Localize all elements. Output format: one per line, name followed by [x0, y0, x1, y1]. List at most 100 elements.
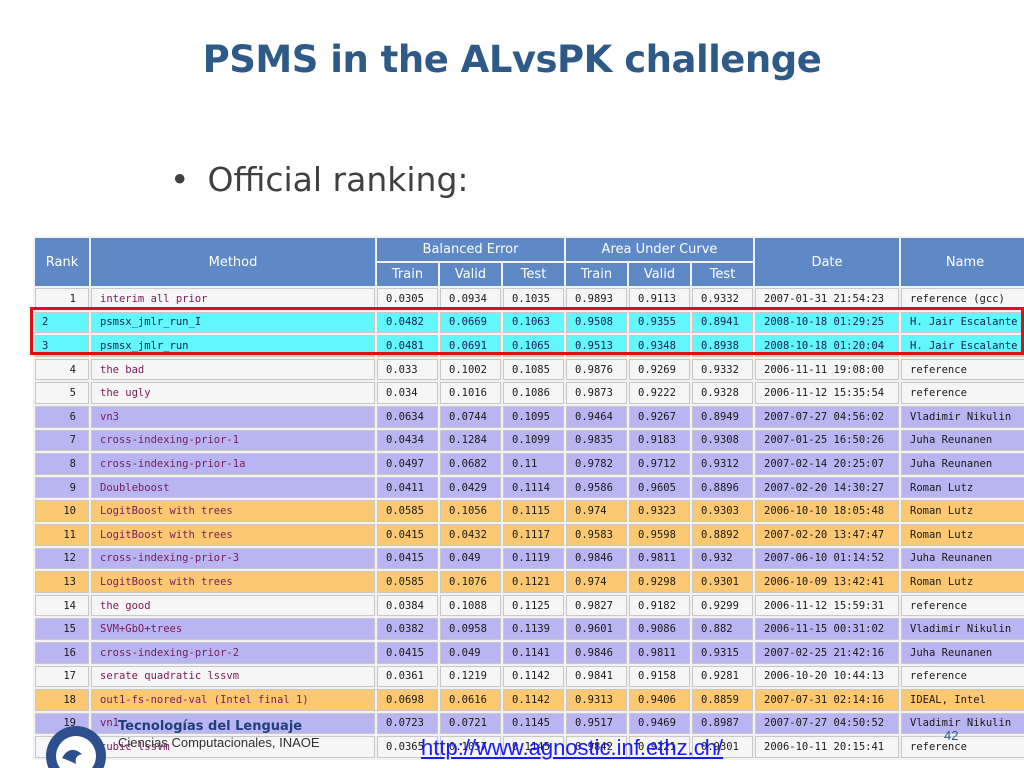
cell-name: Roman Lutz	[901, 500, 1024, 522]
cell-auc-test: 0.9332	[692, 288, 753, 310]
table-row[interactable]: 2 psmsx_jmlr_run_I 0.0482 0.0669 0.1063 0.950…	[35, 311, 1024, 334]
cell-be-test: 0.1117	[503, 523, 564, 546]
cell-date: 2008-10-18 01:29:25	[755, 311, 899, 334]
header-be-test[interactable]: Test	[503, 263, 564, 286]
header-be-valid[interactable]: Valid	[440, 263, 501, 286]
cell-be-train: 0.0382	[377, 618, 438, 640]
cell-rank: 8	[35, 453, 89, 475]
cell-rank: 3	[35, 335, 89, 357]
cell-rank: 9	[35, 476, 89, 499]
cell-method: cubic lssvm	[91, 736, 375, 758]
cell-method: LogitBoost with trees	[91, 523, 375, 546]
cell-be-train: 0.0361	[377, 665, 438, 688]
table-row[interactable]: 7 cross-indexing-prior-1 0.0434 0.1284 0.109…	[35, 429, 1024, 452]
header-method[interactable]: Method	[91, 238, 375, 286]
cell-rank: 16	[35, 641, 89, 664]
cell-auc-test: 0.882	[692, 618, 753, 640]
table-row[interactable]: 9 Doubleboost 0.0411 0.0429 0.1114 0.9586 0.96…	[35, 476, 1024, 499]
cell-date: 2007-07-31 02:14:16	[755, 689, 899, 711]
header-auc-train[interactable]: Train	[566, 263, 627, 286]
cell-auc-train: 0.9517	[566, 712, 627, 735]
cell-date: 2007-02-20 13:47:47	[755, 523, 899, 546]
cell-be-train: 0.0723	[377, 712, 438, 735]
cell-method: SVM+GbO+trees	[91, 618, 375, 640]
cell-auc-train: 0.9841	[566, 665, 627, 688]
agnostic-link[interactable]: http://www.agnostic.inf.ethz.ch/	[421, 735, 724, 760]
cell-auc-valid: 0.9406	[629, 689, 690, 711]
cell-auc-valid: 0.9605	[629, 476, 690, 499]
header-date[interactable]: Date	[755, 238, 899, 286]
cell-date: 2007-02-25 21:42:16	[755, 641, 899, 664]
cell-be-test: 0.1065	[503, 335, 564, 357]
cell-method: psmsx_jmlr_run	[91, 335, 375, 357]
cell-auc-valid: 0.9183	[629, 429, 690, 452]
header-rank[interactable]: Rank	[35, 238, 89, 286]
cell-be-valid: 0.0429	[440, 476, 501, 499]
cell-date: 2007-02-14 20:25:07	[755, 453, 899, 475]
header-area-under-curve: Area Under Curve	[566, 238, 753, 261]
cell-auc-valid: 0.9086	[629, 618, 690, 640]
header-auc-test[interactable]: Test	[692, 263, 753, 286]
cell-auc-test: 0.9301	[692, 571, 753, 593]
cell-auc-train: 0.9876	[566, 358, 627, 381]
table-row[interactable]: 4 the bad 0.033 0.1002 0.1085 0.9876 0.9269 0.9…	[35, 358, 1024, 381]
cell-be-test: 0.1145	[503, 712, 564, 735]
table-row[interactable]: 6 vn3 0.0634 0.0744 0.1095 0.9464 0.9267 0.8949…	[35, 405, 1024, 428]
cell-be-train: 0.0698	[377, 689, 438, 711]
cell-date: 2007-07-27 04:50:52	[755, 712, 899, 735]
table-row[interactable]: 5 the ugly 0.034 0.1016 0.1086 0.9873 0.9222 0.…	[35, 382, 1024, 404]
cell-be-train: 0.0481	[377, 335, 438, 357]
cell-method: cross-indexing-prior-1	[91, 429, 375, 452]
cell-be-train: 0.0482	[377, 311, 438, 334]
table-row[interactable]: 8 cross-indexing-prior-1a 0.0497 0.0682 0.11…	[35, 453, 1024, 475]
cell-auc-train: 0.9313	[566, 689, 627, 711]
cell-be-train: 0.0497	[377, 453, 438, 475]
cell-name: reference	[901, 594, 1024, 617]
cell-auc-train: 0.9586	[566, 476, 627, 499]
cell-auc-train: 0.9846	[566, 547, 627, 570]
cell-auc-test: 0.9332	[692, 358, 753, 381]
table-row[interactable]: 19 vn1 0.0723 0.0721 0.1145 0.9517 0.9469 0.898…	[35, 712, 1024, 735]
table-row[interactable]: 15 SVM+GbO+trees 0.0382 0.0958 0.1139 0.9601 0…	[35, 618, 1024, 640]
table-row[interactable]: 10 LogitBoost with trees 0.0585 0.1056 0.111…	[35, 500, 1024, 522]
cell-be-test: 0.1121	[503, 571, 564, 593]
cell-name: Vladimir Nikulin	[901, 712, 1024, 735]
table-row[interactable]: 3 psmsx_jmlr_run 0.0481 0.0691 0.1065 0.9513 0…	[35, 335, 1024, 357]
cell-date: 2007-02-20 14:30:27	[755, 476, 899, 499]
cell-be-train: 0.0365	[377, 736, 438, 758]
cell-be-valid: 0.1056	[440, 500, 501, 522]
cell-date: 2006-11-11 19:08:00	[755, 358, 899, 381]
header-name[interactable]: Name	[901, 238, 1024, 286]
cell-be-test: 0.1095	[503, 405, 564, 428]
table-row[interactable]: 14 the good 0.0384 0.1088 0.1125 0.9827 0.9182…	[35, 594, 1024, 617]
slide-title: PSMS in the ALvsPK challenge	[202, 38, 822, 81]
cell-date: 2006-10-20 10:44:13	[755, 665, 899, 688]
cell-auc-train: 0.974	[566, 500, 627, 522]
table-row[interactable]: 11 LogitBoost with trees 0.0415 0.0432 0.111…	[35, 523, 1024, 546]
header-be-train[interactable]: Train	[377, 263, 438, 286]
table-row[interactable]: 20cubic lssvm0.03650.10570.11450.98420.9…	[35, 736, 1024, 758]
cell-date: 2006-11-12 15:59:31	[755, 594, 899, 617]
table-row[interactable]: 16 cross-indexing-prior-2 0.0415 0.049 0.114…	[35, 641, 1024, 664]
cell-method: out1-fs-nored-val (Intel final 1)	[91, 689, 375, 711]
cell-name: Vladimir Nikulin	[901, 618, 1024, 640]
cell-name: reference (gcc)	[901, 288, 1024, 310]
table-row[interactable]: 13 LogitBoost with trees 0.0585 0.1076 0.112…	[35, 571, 1024, 593]
cell-be-test: 0.1086	[503, 382, 564, 404]
cell-rank: 14	[35, 594, 89, 617]
table-row[interactable]: 12 cross-indexing-prior-3 0.0415 0.049 0.111…	[35, 547, 1024, 570]
table-row[interactable]: 17 serate quadratic lssvm 0.0361 0.1219 0.11…	[35, 665, 1024, 688]
cell-auc-train: 0.9782	[566, 453, 627, 475]
cell-auc-valid: 0.9158	[629, 665, 690, 688]
cell-method: cross-indexing-prior-3	[91, 547, 375, 570]
table-row[interactable]: 1 interim all prior 0.0305 0.0934 0.1035 0.98…	[35, 288, 1024, 310]
cell-be-valid: 0.1088	[440, 594, 501, 617]
header-auc-valid[interactable]: Valid	[629, 263, 690, 286]
table-row[interactable]: 18 out1-fs-nored-val (Intel final 1) 0.069…	[35, 689, 1024, 711]
footer-org-line1: Tecnologías del Lenguaje	[118, 719, 303, 734]
cell-auc-valid: 0.9712	[629, 453, 690, 475]
cell-auc-test: 0.9301	[692, 736, 753, 758]
cell-method: the good	[91, 594, 375, 617]
cell-name: Roman Lutz	[901, 476, 1024, 499]
cell-auc-valid: 0.9811	[629, 641, 690, 664]
